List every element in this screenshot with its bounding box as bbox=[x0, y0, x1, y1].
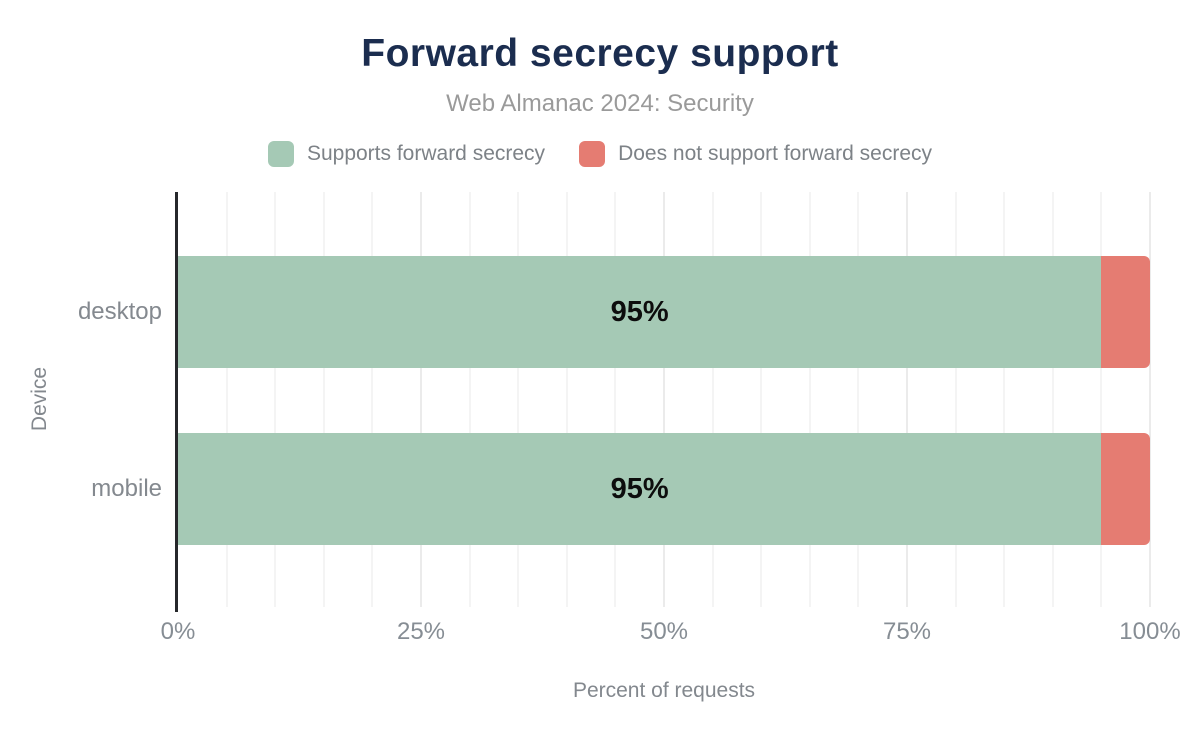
x-axis-title: Percent of requests bbox=[572, 679, 756, 702]
bar-value-label-desktop: 95% bbox=[610, 295, 669, 328]
bar-row-desktop: 95% bbox=[178, 256, 1150, 368]
x-tick-label-75: 75% bbox=[882, 618, 932, 645]
gridline-10 bbox=[274, 192, 277, 607]
bar-segment-not-supports-mobile[interactable] bbox=[1101, 433, 1150, 545]
bar-value-label-mobile: 95% bbox=[610, 472, 669, 505]
chart-subtitle: Web Almanac 2024: Security bbox=[446, 90, 754, 117]
gridline-40 bbox=[565, 192, 568, 607]
gridline-80 bbox=[954, 192, 957, 607]
legend-swatch-supports-icon bbox=[267, 141, 294, 167]
x-tick-label-25: 25% bbox=[396, 618, 446, 645]
category-label-mobile: mobile bbox=[91, 475, 162, 502]
chart-title: Forward secrecy support bbox=[361, 32, 839, 75]
bar-segment-not-supports-desktop[interactable] bbox=[1101, 256, 1150, 368]
bar-row-mobile: 95% bbox=[178, 433, 1150, 545]
gridline-65 bbox=[808, 192, 811, 607]
gridline-90 bbox=[1051, 192, 1054, 607]
plot-area: 95% 95% bbox=[178, 192, 1151, 607]
gridline-85 bbox=[1003, 192, 1006, 607]
gridline-50 bbox=[663, 192, 665, 607]
gridline-45 bbox=[614, 192, 617, 607]
x-tick-label-0: 0% bbox=[160, 618, 196, 645]
gridline-55 bbox=[711, 192, 714, 607]
x-tick-label-50: 50% bbox=[639, 618, 689, 645]
x-tick-label-100: 100% bbox=[1119, 618, 1181, 645]
gridline-20 bbox=[371, 192, 374, 607]
bar-segment-supports-mobile[interactable] bbox=[178, 433, 1102, 545]
gridline-95 bbox=[1100, 192, 1103, 607]
gridline-60 bbox=[760, 192, 763, 607]
gridline-5 bbox=[225, 192, 228, 607]
gridline-70 bbox=[857, 192, 860, 607]
legend-item-supports[interactable]: Supports forward secrecy bbox=[267, 141, 546, 167]
legend: Supports forward secrecy Does not suppor… bbox=[0, 141, 1200, 167]
gridline-25 bbox=[420, 192, 422, 607]
legend-label-supports: Supports forward secrecy bbox=[306, 142, 546, 165]
legend-swatch-not-supports-icon bbox=[579, 141, 606, 167]
y-axis-line bbox=[175, 192, 178, 612]
gridline-30 bbox=[468, 192, 471, 607]
legend-label-not-supports: Does not support forward secrecy bbox=[618, 142, 933, 165]
y-axis-title: Device bbox=[28, 366, 51, 432]
bar-segment-supports-desktop[interactable] bbox=[178, 256, 1102, 368]
gridline-15 bbox=[322, 192, 325, 607]
legend-item-not-supports[interactable]: Does not support forward secrecy bbox=[579, 141, 932, 167]
gridline-35 bbox=[517, 192, 520, 607]
gridline-75 bbox=[906, 192, 908, 607]
category-label-desktop: desktop bbox=[77, 298, 162, 325]
gridline-100 bbox=[1149, 192, 1151, 607]
